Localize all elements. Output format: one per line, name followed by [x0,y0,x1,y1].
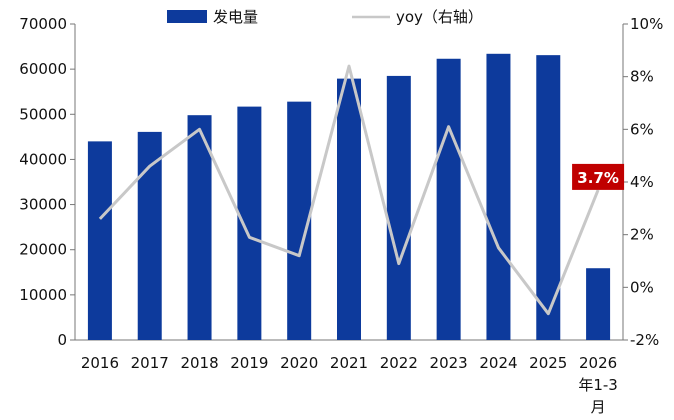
line-series [98,64,600,316]
callout-label: 3.7% [577,169,619,187]
yoy-line [98,64,600,316]
x-tick-label: 2025 [529,354,567,372]
right-tick-label: -2% [630,331,659,349]
x-tick-label: 2022 [380,354,418,372]
left-tick-label: 40000 [19,150,67,168]
left-tick-label: 70000 [19,15,67,33]
bar [337,78,361,340]
legend-label-bar: 发电量 [213,8,258,26]
x-tick-label: 年1-3 [578,376,618,394]
x-tick-label: 2018 [180,354,218,372]
right-tick-label: 2% [630,226,654,244]
bar [586,268,611,340]
legend-label-line: yoy（右轴） [396,8,483,26]
x-tick-label: 2021 [330,354,368,372]
left-tick-label: 60000 [19,60,67,78]
bar [87,141,112,340]
x-tick-label: 2024 [479,354,517,372]
bar [436,58,461,340]
bar [486,53,511,341]
x-tick-label: 2023 [430,354,468,372]
right-tick-label: 6% [630,120,654,138]
bar [536,55,561,341]
x-tick-label: 2019 [230,354,268,372]
callout-box [572,163,625,190]
left-tick-label: 50000 [19,105,67,123]
x-tick-label: 2016 [81,354,119,372]
x-tick-label: 2020 [280,354,318,372]
right-tick-label: 10% [630,15,663,33]
left-tick-label: 30000 [19,196,67,214]
left-tick-label: 10000 [19,286,67,304]
right-tick-label: 0% [630,278,654,296]
bar [137,131,162,340]
left-tick-label: 0 [57,331,67,349]
right-tick-label: 4% [630,173,654,191]
bar [187,115,212,340]
legend: 发电量 yoy（右轴） [167,8,483,26]
x-tick-label: 2017 [131,354,169,372]
callout: 3.7% [572,163,625,190]
x-tick-label: 2026 [579,354,617,372]
right-tick-label: 8% [630,68,654,86]
left-tick-label: 20000 [19,241,67,259]
bar [386,75,411,341]
legend-swatch-bar [167,10,207,23]
x-tick-label: 月 [591,398,606,416]
axes: 0 10000 20000 30000 40000 50000 60000 70000 -2% 0… [19,15,663,416]
bar-series [87,53,611,341]
bar [237,106,262,341]
